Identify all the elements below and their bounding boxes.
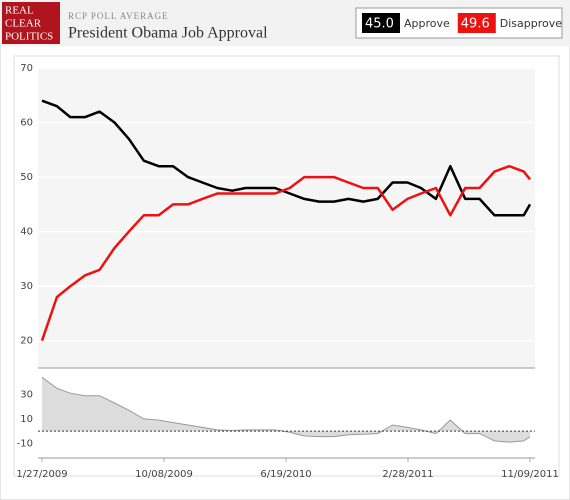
y-tick-label: 60 [20, 118, 33, 129]
legend-label: Disapprove [500, 17, 562, 30]
x-tick-label: 2/28/2011 [382, 469, 433, 480]
plot-area [38, 68, 535, 368]
legend-value: 45.0 [365, 17, 394, 32]
legend-swatch [457, 13, 496, 33]
title: President Obama Job Approval [68, 25, 268, 42]
legend-value: 49.6 [461, 17, 490, 32]
logo-text: POLITICS [5, 31, 53, 43]
y-tick-label: 30 [20, 281, 33, 292]
x-tick-label: 10/08/2009 [135, 469, 193, 480]
y-tick-label: 10 [20, 414, 33, 425]
y-tick-label: 30 [20, 389, 33, 400]
logo [2, 2, 60, 44]
logo-text: REAL [5, 5, 34, 17]
y-tick-label: 70 [20, 63, 33, 74]
spread-area [42, 377, 530, 443]
x-tick-label: 6/19/2010 [260, 469, 311, 480]
x-tick-label: 1/27/2009 [16, 469, 67, 480]
series-line [40, 164, 531, 342]
kicker: RCP POLL AVERAGE [68, 11, 169, 21]
legend-label: Approve [404, 17, 450, 30]
y-tick-label: 20 [20, 336, 33, 347]
y-tick-label: 40 [20, 227, 33, 238]
series-line [41, 99, 532, 217]
legend-swatch [362, 13, 400, 33]
spread-line [41, 376, 531, 443]
y-tick-label: 50 [20, 172, 33, 183]
logo-text: CLEAR [5, 18, 42, 30]
y-tick-label: -10 [17, 438, 33, 449]
x-tick-label: 11/09/2011 [501, 469, 559, 480]
